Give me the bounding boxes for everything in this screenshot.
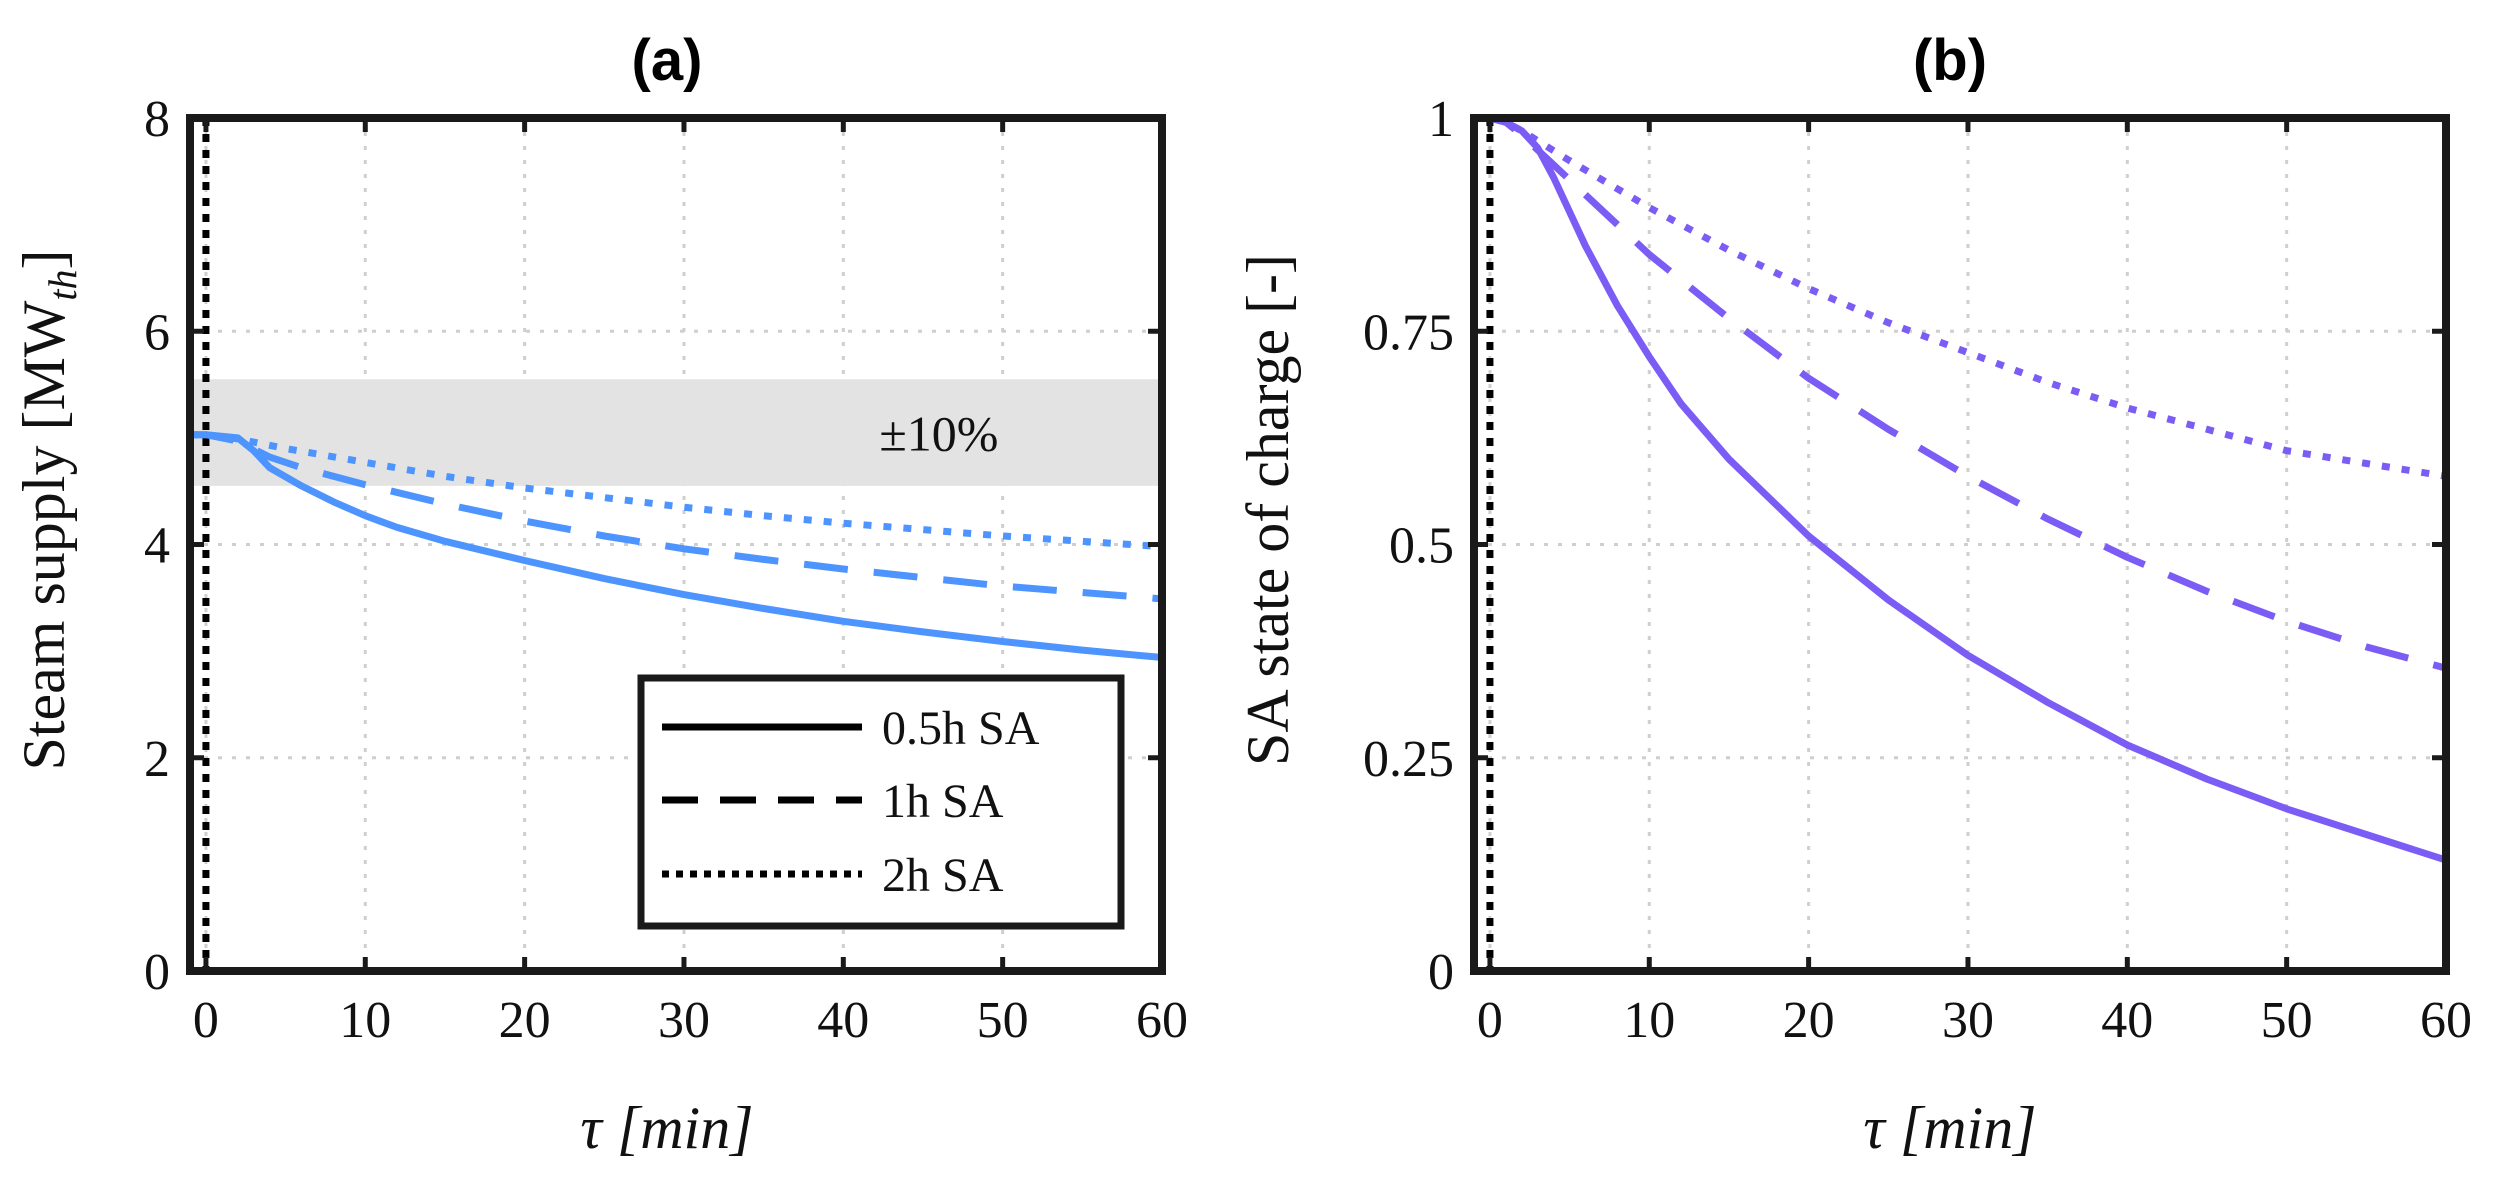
y-tick-label: 0 — [144, 944, 170, 1001]
y-tick-label: 2 — [144, 731, 170, 788]
panel-a-series — [190, 431, 1163, 661]
x-tick-label: 50 — [977, 992, 1029, 1049]
panel-b-series — [1474, 114, 2448, 864]
panel-b-y-axis-label: SA state of charge [-] — [1235, 254, 1301, 766]
y-tick-label: 0.25 — [1363, 731, 1454, 788]
panel-a-tolerance-band — [190, 379, 1162, 486]
x-tick-label: 30 — [1942, 992, 1994, 1049]
panel-a-title: (a) — [632, 28, 703, 93]
panel-a-x-tick-labels: 0 10 20 30 40 50 60 — [193, 992, 1188, 1049]
panel-a-grid — [190, 118, 1162, 971]
y-tick-label: 0.5 — [1389, 518, 1454, 575]
panel-b-tick-marks — [1474, 115, 2449, 974]
panel-a-y-axis-label-close: ] — [11, 249, 77, 269]
panel-a-tick-marks — [190, 115, 1165, 974]
y-tick-label: 1 — [1428, 91, 1454, 148]
y-tick-label: 8 — [144, 91, 170, 148]
x-tick-label: 60 — [2420, 992, 2472, 1049]
x-tick-label: 10 — [339, 992, 391, 1049]
panel-a-y-axis-label: Steam supply [MWth] — [11, 249, 85, 770]
y-tick-label: 0 — [1428, 944, 1454, 1001]
legend-entry-1: 1h SA — [882, 775, 1004, 828]
panel-a-y-axis-label-main: Steam supply [MW — [11, 300, 77, 770]
legend-entry-2: 2h SA — [882, 849, 1004, 902]
panel-a-legend: 0.5h SA 1h SA 2h SA — [637, 674, 1125, 930]
panel-b-grid — [1474, 118, 2446, 971]
panel-a-y-tick-labels: 0 2 4 6 8 — [144, 91, 170, 1001]
y-tick-label: 6 — [144, 304, 170, 361]
panel-a: (a) 0 10 20 30 40 50 60 0 2 4 6 8 ±10% τ [min] Ste… — [11, 28, 1188, 1161]
x-tick-label: 60 — [1136, 992, 1188, 1049]
x-tick-label: 50 — [2261, 992, 2313, 1049]
panel-b-x-tick-labels: 0 10 20 30 40 50 60 — [1477, 992, 2472, 1049]
x-tick-label: 40 — [2101, 992, 2153, 1049]
x-tick-label: 0 — [1477, 992, 1503, 1049]
x-tick-label: 40 — [817, 992, 869, 1049]
tolerance-band-rect — [190, 379, 1162, 486]
panel-a-x-axis-label: τ [min] — [580, 1095, 753, 1161]
panel-b: (b) 0 10 20 30 40 50 60 00.250.50.751 τ [min] … — [1235, 28, 2472, 1161]
series-line-solid — [1474, 114, 2448, 864]
panel-b-y-tick-labels: 0 0.25 0.5 0.75 1 — [1363, 91, 1454, 1001]
x-tick-label: 0 — [193, 992, 219, 1049]
x-tick-label: 20 — [499, 992, 551, 1049]
x-tick-label: 10 — [1623, 992, 1675, 1049]
y-tick-label: 0.75 — [1363, 304, 1454, 361]
panel-b-title: (b) — [1913, 28, 1987, 93]
y-tick-label: 4 — [144, 518, 170, 575]
legend-box — [637, 674, 1125, 930]
x-tick-label: 20 — [1783, 992, 1835, 1049]
series-line-dotted — [190, 431, 1163, 551]
panel-a-x-axis-label-text: τ [min] — [580, 1095, 753, 1161]
series-line-dashed — [1474, 114, 2447, 672]
legend-entry-0: 0.5h SA — [882, 702, 1040, 755]
panel-b-x-axis-label-text: τ [min] — [1863, 1095, 2036, 1161]
panel-b-x-axis-label: τ [min] — [1863, 1095, 2036, 1161]
panel-a-y-axis-label-sub: th — [40, 269, 85, 300]
series-line-solid — [190, 431, 1163, 661]
series-line-dotted — [1474, 114, 2447, 480]
series-line-dashed — [190, 431, 1163, 603]
x-tick-label: 30 — [658, 992, 710, 1049]
panel-a-band-label: ±10% — [879, 406, 998, 462]
